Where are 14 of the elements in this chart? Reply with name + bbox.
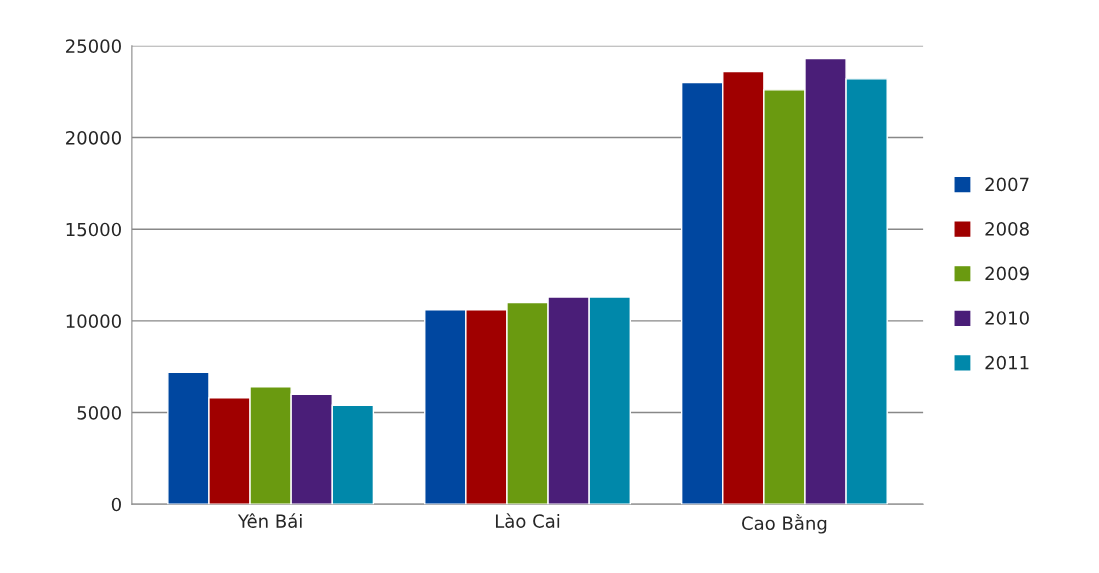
legend-label: 2007 [985,177,1029,192]
y-tick-label: 25000 [66,39,121,53]
x-tick-label: Yên Bái [237,513,302,528]
x-tick-label: Cao Bằng [742,513,827,534]
legend-label: 2010 [985,311,1029,325]
y-tick-label: 0 [111,497,121,512]
legend-label: 2008 [985,222,1029,236]
y-tick-label: 10000 [66,314,121,328]
legend-label: 2009 [985,266,1029,281]
y-tick-label: 15000 [66,222,121,237]
x-tick-label: Lào Cai [495,513,560,528]
y-tick-label: 5000 [77,406,121,420]
y-tick-label: 20000 [66,130,121,145]
legend-label: 2011 [985,355,1029,370]
